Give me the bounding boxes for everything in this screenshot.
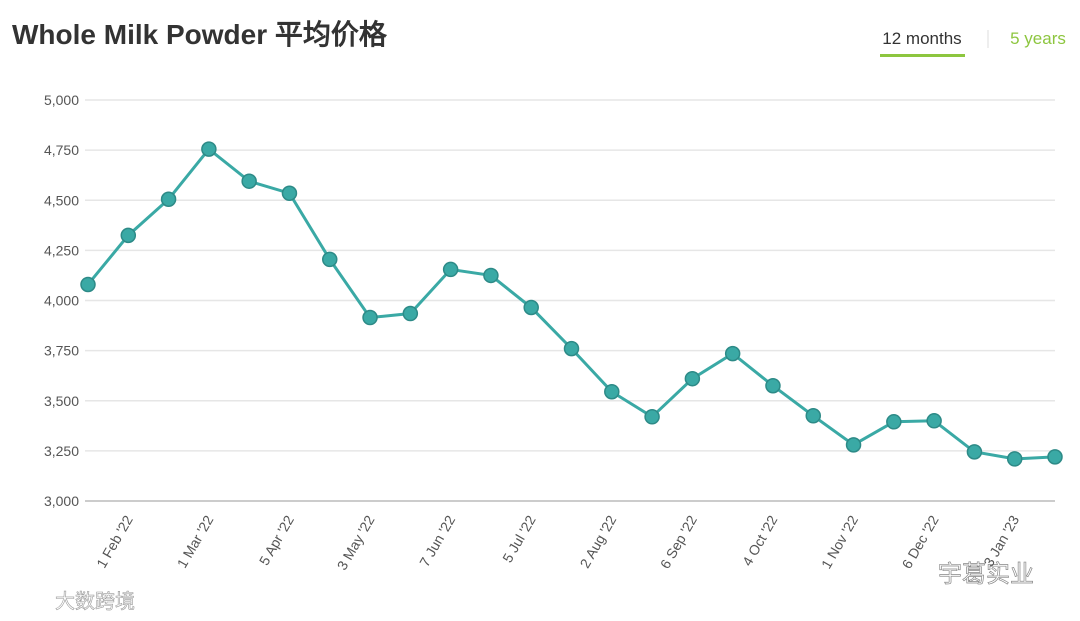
- line: [86, 147, 1056, 461]
- point: [80, 276, 96, 293]
- point: [120, 227, 137, 244]
- chart-title: Whole Milk Powder 平均价格: [12, 19, 388, 50]
- point: [1047, 449, 1063, 465]
- x-tick-label: 3 May '22: [334, 512, 378, 572]
- point: [241, 173, 257, 189]
- y-tick-label: 3,500: [44, 393, 79, 409]
- x-tick-label: 2 Aug '22: [577, 512, 620, 570]
- point: [483, 267, 499, 284]
- x-tick-label: 1 Nov '22: [818, 512, 861, 571]
- x-tick-label: 4 Oct '22: [739, 512, 781, 568]
- point: [926, 413, 942, 429]
- point: [886, 414, 902, 430]
- point: [281, 185, 298, 201]
- point: [724, 345, 741, 362]
- x-tick-label: 1 Feb '22: [93, 512, 136, 570]
- point: [442, 261, 459, 278]
- x-tick-label: 7 Jun '22: [416, 512, 458, 569]
- point: [966, 444, 983, 460]
- watermark: 宇葛实业: [938, 561, 1034, 588]
- point: [805, 408, 821, 424]
- y-tick-label: 4,500: [44, 192, 79, 208]
- point: [644, 409, 660, 425]
- point: [201, 141, 217, 157]
- point: [563, 340, 580, 357]
- point: [604, 383, 620, 400]
- x-tick-label: 6 Dec '22: [899, 512, 942, 571]
- point: [322, 251, 338, 268]
- tab-underline: [880, 54, 965, 57]
- point: [1006, 451, 1023, 467]
- y-tick-label: 3,000: [44, 493, 79, 509]
- x-tick-label: 1 Mar '22: [174, 512, 217, 570]
- y-tick-label: 3,750: [44, 343, 79, 359]
- tab[interactable]: 5 years: [1010, 29, 1066, 48]
- point: [765, 377, 781, 394]
- tab[interactable]: 12 months: [882, 29, 961, 48]
- watermark: 大数跨境: [55, 590, 135, 613]
- y-tick-label: 4,000: [44, 293, 79, 309]
- point: [160, 191, 177, 207]
- x-tick-label: 5 Jul '22: [499, 512, 539, 565]
- point: [362, 309, 378, 326]
- y-tick-label: 4,250: [44, 242, 79, 258]
- point: [523, 299, 539, 316]
- x-tick-label: 5 Apr '22: [256, 512, 297, 568]
- y-tick-label: 3,250: [44, 443, 79, 459]
- y-tick-label: 4,750: [44, 142, 79, 158]
- point: [402, 305, 419, 322]
- point: [684, 370, 701, 387]
- point: [845, 437, 862, 453]
- x-tick-label: 6 Sep '22: [657, 512, 700, 571]
- y-tick-label: 5,000: [44, 92, 79, 108]
